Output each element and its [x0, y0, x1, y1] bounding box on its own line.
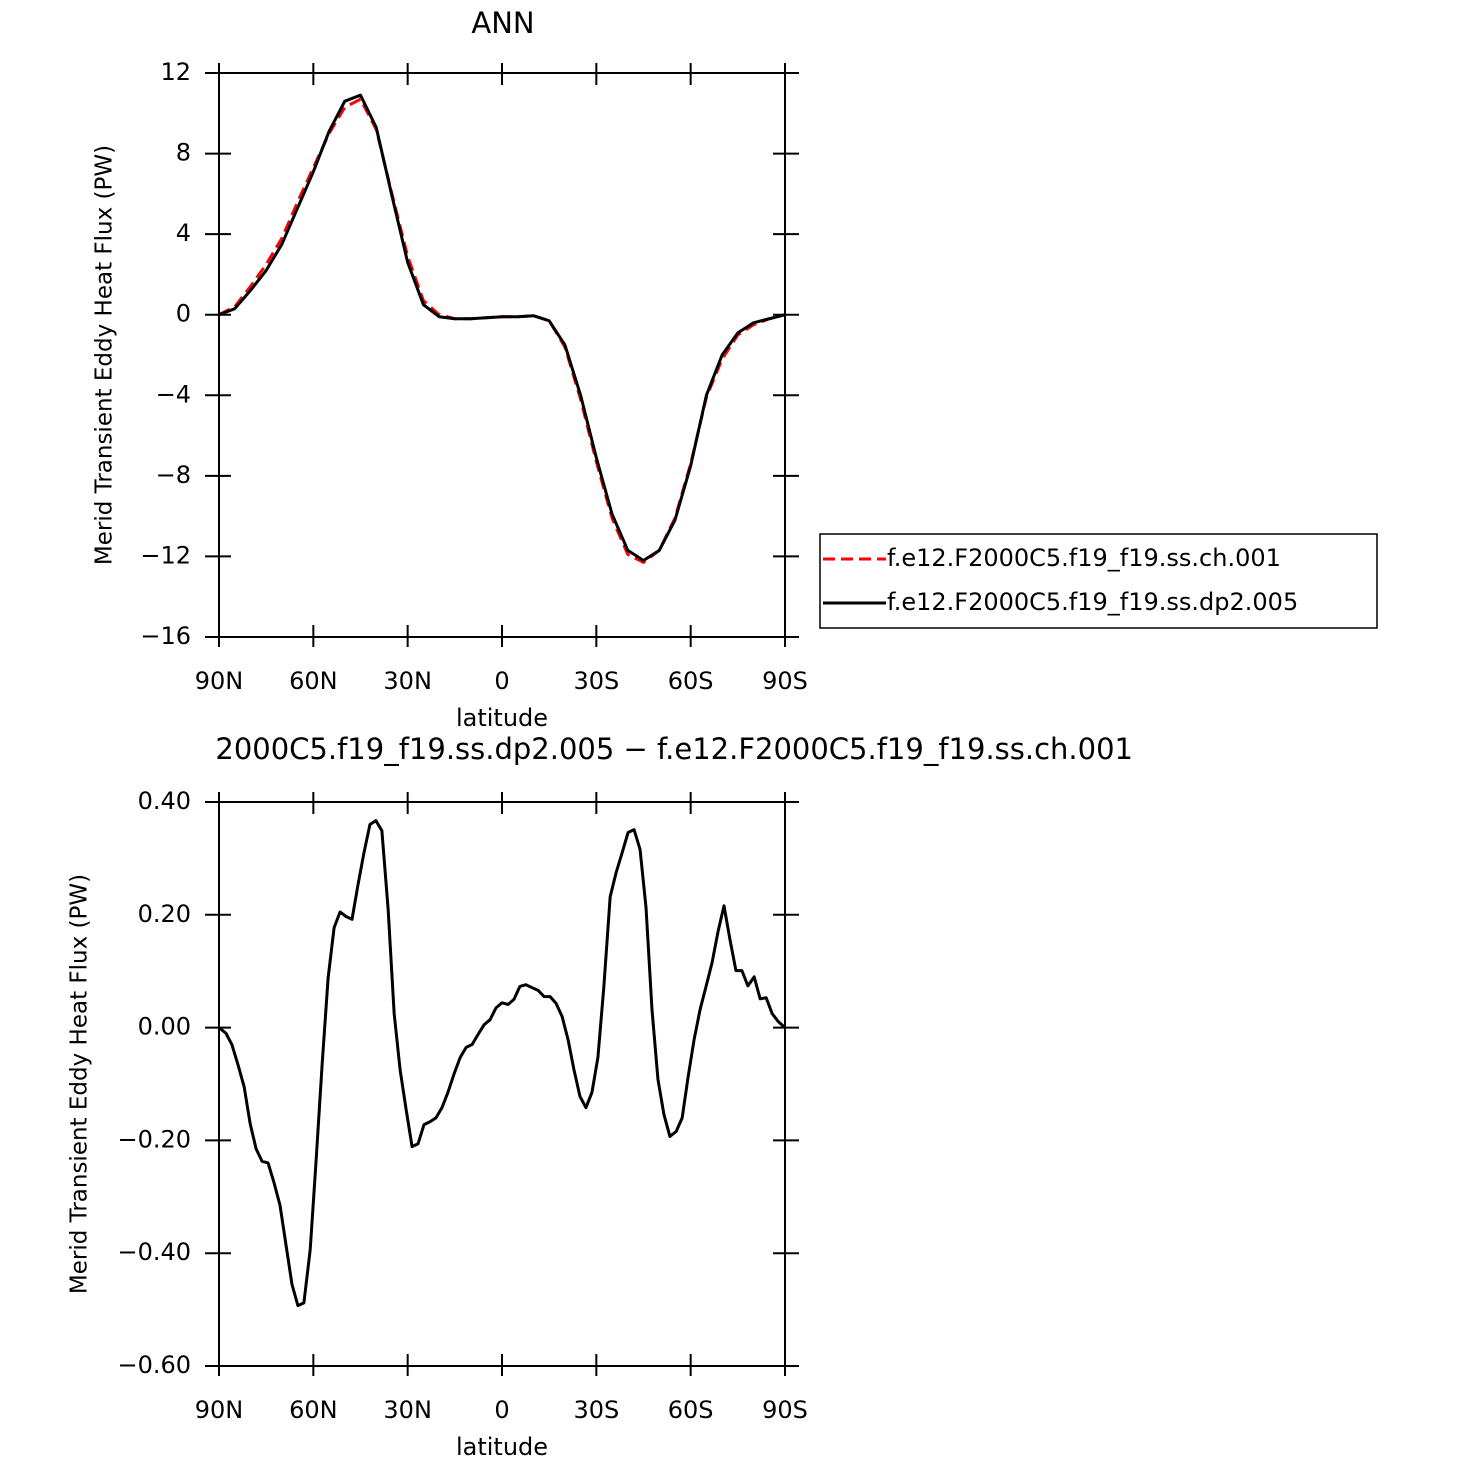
data-line: [218, 97, 786, 564]
y-tick-label: 0: [176, 300, 191, 328]
y-axis-label: Merid Transient Eddy Heat Flux (PW): [92, 145, 118, 565]
y-tick-label: 12: [160, 58, 191, 86]
x-tick-label: 30N: [383, 1396, 432, 1424]
y-tick-label: 0.40: [138, 787, 191, 815]
y-tick-label: −0.40: [117, 1238, 191, 1266]
y-tick-label: −12: [140, 541, 191, 569]
legend-label: f.e12.F2000C5.f19_f19.ss.dp2.005: [887, 588, 1298, 616]
legend-box: [819, 533, 1378, 629]
x-tick-label: 60N: [289, 667, 338, 695]
x-tick-label: 30S: [573, 667, 619, 695]
chart-title: ANN: [471, 6, 534, 40]
chart-title: 2000C5.f19_f19.ss.dp2.005 − f.e12.F2000C…: [215, 732, 1133, 766]
x-tick-label: 90S: [762, 667, 808, 695]
x-tick-label: 60N: [289, 1396, 338, 1424]
y-tick-label: 0.00: [138, 1013, 191, 1041]
x-tick-label: 30N: [383, 667, 432, 695]
y-tick-label: 8: [176, 139, 191, 167]
y-tick-label: 0.20: [138, 900, 191, 928]
x-axis-label: latitude: [456, 1433, 548, 1461]
y-tick-label: −0.60: [117, 1351, 191, 1379]
y-tick-label: 4: [176, 219, 191, 247]
x-axis-label: latitude: [456, 704, 548, 732]
y-tick-label: −4: [156, 380, 191, 408]
y-axis-label: Merid Transient Eddy Heat Flux (PW): [67, 874, 93, 1294]
x-tick-label: 0: [494, 1396, 509, 1424]
y-tick-label: −16: [140, 622, 191, 650]
plot-frame: [218, 72, 786, 638]
y-tick-label: −0.20: [117, 1125, 191, 1153]
legend-label: f.e12.F2000C5.f19_f19.ss.ch.001: [887, 544, 1281, 572]
data-line: [218, 819, 787, 1308]
plot-frame: [218, 801, 786, 1367]
x-tick-label: 30S: [573, 1396, 619, 1424]
x-tick-label: 90N: [195, 1396, 244, 1424]
x-tick-label: 90N: [195, 667, 244, 695]
x-tick-label: 90S: [762, 1396, 808, 1424]
y-tick-label: −8: [156, 461, 191, 489]
x-tick-label: 60S: [668, 667, 714, 695]
x-tick-label: 60S: [668, 1396, 714, 1424]
data-line: [218, 93, 786, 562]
x-tick-label: 0: [494, 667, 509, 695]
